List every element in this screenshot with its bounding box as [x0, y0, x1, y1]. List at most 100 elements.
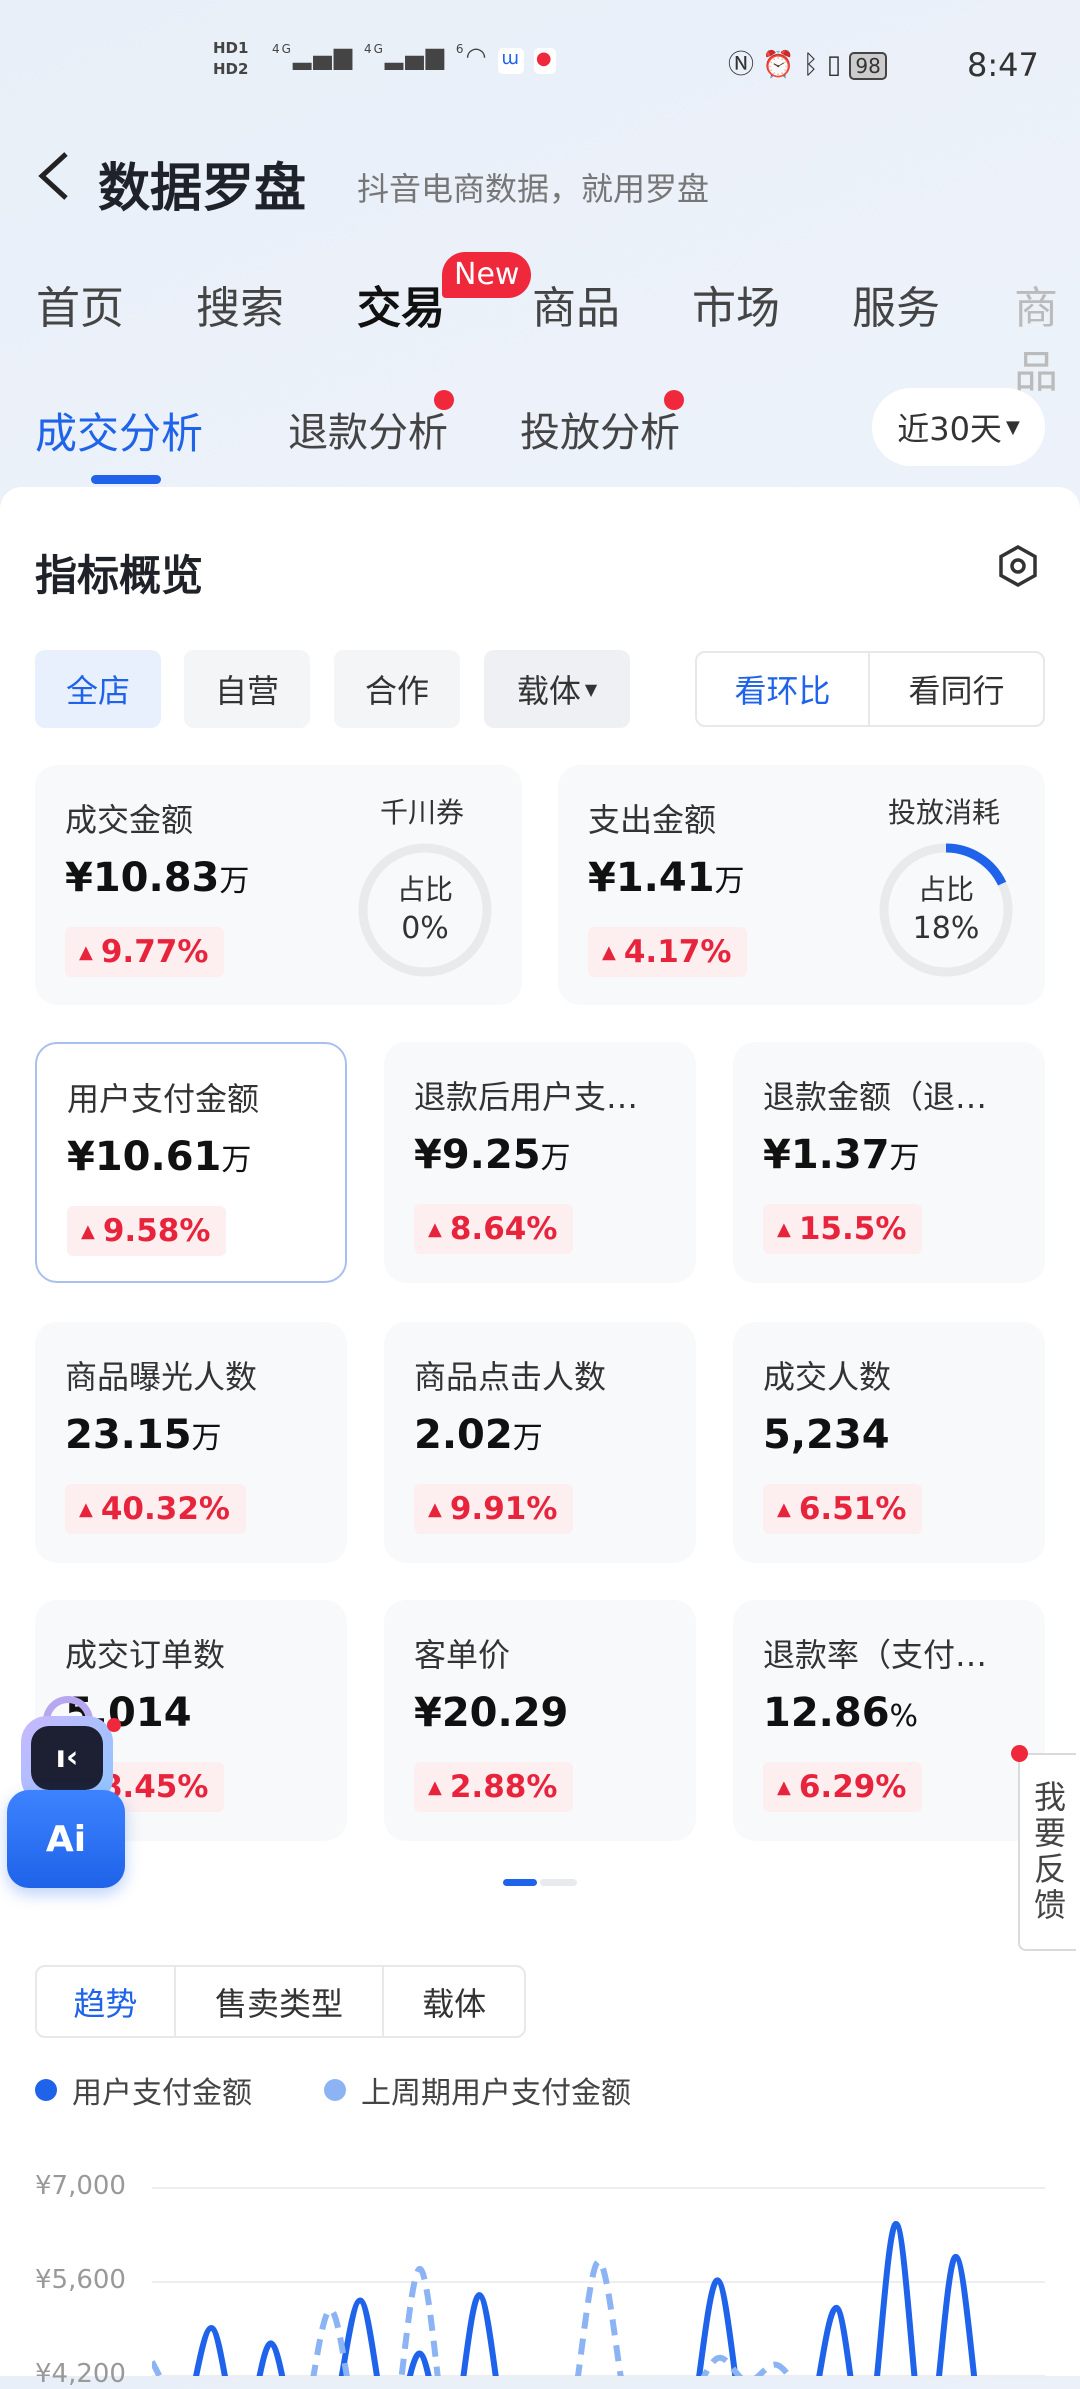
ring-value: 0% — [401, 911, 449, 946]
tab-carrier[interactable]: 载体 — [422, 1984, 487, 2023]
robot-head-icon: ı‹ — [21, 1716, 113, 1804]
date-range-label: 近30天 — [897, 410, 1002, 448]
caret-down-icon: ▼ — [1005, 416, 1020, 438]
ring-label: 占比 — [917, 873, 974, 906]
feedback-label: 我要反馈 — [1029, 1780, 1067, 1924]
arrow-up-icon: ▲ — [602, 941, 616, 963]
compare-peer-button[interactable]: 看同行 — [908, 672, 1005, 710]
chart-legend: 用户支付金额 上周期用户支付金额 — [35, 2068, 631, 2112]
filter-all-store[interactable]: 全店 — [35, 650, 161, 728]
ratio-ring — [358, 843, 492, 977]
new-badge: New — [442, 252, 532, 298]
settings-hexagon-icon — [999, 544, 1037, 588]
active-tab-indicator — [91, 475, 161, 484]
metric-value-number: ¥10.61 — [67, 1134, 222, 1180]
settings-button[interactable] — [996, 544, 1040, 588]
metric-value-number: ¥1.37 — [763, 1132, 890, 1178]
subtab-deal-analysis[interactable]: 成交分析 — [35, 409, 204, 458]
change-badge: ▲ 4.17% — [588, 927, 748, 977]
metric-unit: 万 — [221, 1143, 252, 1178]
arrow-up-icon: ▲ — [428, 1776, 442, 1798]
metric-label: 退款率（支付… — [763, 1636, 988, 1674]
notification-dot — [107, 1718, 121, 1732]
metric-value-number: ¥10.83 — [65, 855, 220, 901]
robot-body: Ai — [7, 1790, 125, 1888]
metric-card[interactable]: 客单价 ¥20.29 ▲ 2.88% — [384, 1600, 696, 1841]
metric-value-number: ¥9.25 — [414, 1132, 541, 1178]
legend-label-current[interactable]: 用户支付金额 — [72, 2076, 252, 2111]
page-indicator[interactable] — [540, 1879, 577, 1886]
filter-carrier-dropdown[interactable]: 载体 ▼ — [484, 650, 630, 728]
filter-cooperation[interactable]: 合作 — [334, 650, 460, 728]
change-badge: ▲ 40.32% — [65, 1484, 246, 1534]
robot-face: ı‹ — [31, 1726, 103, 1790]
subtab-ad-analysis[interactable]: 投放分析 — [520, 410, 680, 456]
signal-icons: 4G▂▄▆ 4G▂▄▆ 6◠ ɯ ● — [272, 42, 556, 74]
y-tick-label: ¥7,000 — [35, 2171, 126, 2201]
metric-value-number: 2.02 — [414, 1412, 513, 1458]
metric-value: ¥1.37万 — [763, 1132, 920, 1178]
tab-market[interactable]: 市场 — [692, 283, 780, 334]
y-tick-label: ¥5,600 — [35, 2265, 126, 2295]
metric-card[interactable]: 退款后用户支… ¥9.25万 ▲ 8.64% — [384, 1042, 696, 1283]
trend-tab-bar: 趋势 售卖类型 载体 — [35, 1965, 526, 2038]
metric-card[interactable]: 用户支付金额 ¥10.61万 ▲ 9.58% — [35, 1042, 347, 1283]
metric-card[interactable]: 退款金额（退… ¥1.37万 ▲ 15.5% — [733, 1042, 1045, 1283]
big-metric-card[interactable]: 支出金额 ¥1.41万 ▲ 4.17% 投放消耗 占比 18% — [558, 765, 1045, 1005]
alarm-icon: ⏰ — [762, 50, 795, 80]
tab-home[interactable]: 首页 — [36, 283, 124, 334]
change-badge: ▲ 9.91% — [414, 1484, 574, 1534]
change-badge: ▲ 15.5% — [763, 1204, 923, 1254]
tab-search[interactable]: 搜索 — [196, 283, 284, 334]
metric-card[interactable]: 商品点击人数 2.02万 ▲ 9.91% — [384, 1322, 696, 1563]
tab-trade[interactable]: 交易 — [357, 283, 445, 334]
legend-dot-current — [35, 2079, 57, 2101]
sim1-label: HD1 — [213, 39, 249, 57]
ai-assistant-button[interactable]: ı‹ Ai — [5, 1690, 125, 1890]
system-icons: Ⓝ ⏰ ᛒ ▯ 98 — [728, 44, 887, 81]
metric-value-number: ¥20.29 — [414, 1690, 569, 1736]
compare-mom-button[interactable]: 看环比 — [697, 653, 871, 725]
wifi-label: 6 — [455, 42, 466, 56]
nfc-icon: Ⓝ — [728, 50, 755, 80]
change-value: 6.29% — [798, 1769, 907, 1805]
signal-icon: ▂▄▆ — [292, 42, 355, 70]
arrow-up-icon: ▲ — [777, 1498, 791, 1520]
series-line-current — [193, 2220, 978, 2376]
tab-sale-type[interactable]: 售卖类型 — [176, 1967, 385, 2036]
tab-service[interactable]: 服务 — [852, 283, 940, 334]
metric-label: 退款金额（退… — [763, 1078, 988, 1116]
metric-value: 23.15万 — [65, 1412, 222, 1458]
metric-value-number: 5,234 — [763, 1412, 890, 1458]
big-metric-card[interactable]: 成交金额 ¥10.83万 ▲ 9.77% 千川券 占比 0% — [35, 765, 522, 1005]
tab-product-2[interactable]: 商品 — [1014, 283, 1058, 398]
filter-self-operated[interactable]: 自营 — [184, 650, 310, 728]
arrow-up-icon: ▲ — [777, 1218, 791, 1240]
metric-card[interactable]: 成交人数 5,234 ▲ 6.51% — [733, 1322, 1045, 1563]
metric-card[interactable]: 商品曝光人数 23.15万 ▲ 40.32% — [35, 1322, 347, 1563]
change-value: 9.77% — [100, 934, 209, 970]
change-badge: ▲ 9.58% — [67, 1206, 227, 1256]
metric-value: 2.02万 — [414, 1412, 543, 1458]
ratio-ring — [879, 843, 1013, 977]
legend-label-previous[interactable]: 上周期用户支付金额 — [361, 2076, 631, 2111]
chevron-left-icon — [38, 152, 68, 200]
tab-trend[interactable]: 趋势 — [37, 1967, 176, 2036]
change-badge: ▲ 6.51% — [763, 1484, 923, 1534]
arrow-up-icon: ▲ — [428, 1218, 442, 1240]
metric-card[interactable]: 退款率（支付… 12.86% ▲ 6.29% — [733, 1600, 1045, 1841]
page-indicator-active[interactable] — [503, 1879, 537, 1886]
battery-icon: 98 — [849, 52, 887, 80]
metric-value-number: 23.15 — [65, 1412, 192, 1458]
ring-value: 18% — [912, 911, 980, 946]
date-range-dropdown[interactable]: 近30天 ▼ — [872, 388, 1045, 466]
metric-label: 成交人数 — [763, 1358, 892, 1396]
back-button[interactable] — [30, 146, 78, 206]
subtab-refund-analysis[interactable]: 退款分析 — [288, 410, 448, 456]
ai-label: Ai — [45, 1818, 87, 1860]
trend-chart — [152, 2220, 978, 2376]
feedback-button[interactable]: 我要反馈 — [1018, 1753, 1076, 1951]
tab-product[interactable]: 商品 — [532, 283, 620, 334]
metric-label: 支出金额 — [588, 801, 717, 839]
gridline — [152, 2281, 1045, 2283]
